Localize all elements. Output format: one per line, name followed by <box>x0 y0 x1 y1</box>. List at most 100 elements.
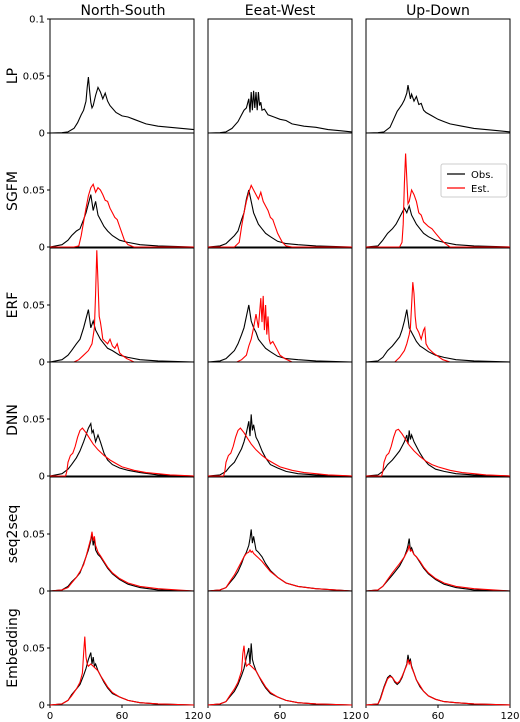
y-tick-label: 0 <box>39 129 45 140</box>
x-tick-label: 0 <box>205 711 211 722</box>
y-tick-label: 0.05 <box>23 186 45 197</box>
row-labels: LP SGFM ERF DNN seq2seq Embedding <box>5 68 21 688</box>
y-tick-label: 0.1 <box>29 15 45 26</box>
panel-seq2seq-eeat-west <box>207 476 353 592</box>
axes-frame <box>49 361 195 477</box>
panel-sgfm-north-south: 00.05 <box>23 132 195 254</box>
panel-erf-eeat-west <box>207 247 353 363</box>
y-tick-label: 0.05 <box>23 301 45 312</box>
y-tick-label: 0 <box>39 701 45 712</box>
legend-box <box>440 163 508 198</box>
series-obs-line <box>365 204 511 248</box>
row-label-seq2seq: seq2seq <box>5 505 21 564</box>
panel-lp-up-down <box>365 18 511 134</box>
axes-frame <box>207 590 353 706</box>
series-obs-line <box>207 90 353 134</box>
legend-est-label: Est. <box>471 184 490 195</box>
series-obs-line <box>207 189 353 248</box>
series-est-line <box>50 427 195 477</box>
series-obs-line <box>365 538 511 592</box>
row-label-erf: ERF <box>5 292 21 319</box>
series-obs-line <box>49 652 195 706</box>
panel-embedding-eeat-west: 0 60 120 <box>205 590 362 722</box>
series-obs-line <box>49 194 195 248</box>
series-est-line <box>365 545 511 592</box>
series-est-line <box>365 659 511 706</box>
axes-frame <box>365 18 511 134</box>
y-tick-label: 0 <box>39 358 45 369</box>
series-est-line <box>366 153 510 248</box>
panel-erf-up-down <box>365 247 511 363</box>
series-est-line <box>208 295 352 363</box>
x-tick-label: 120 <box>184 711 203 722</box>
x-tick-label: 60 <box>274 711 287 722</box>
series-obs-line <box>207 304 353 363</box>
y-tick-label: 0 <box>39 243 45 254</box>
y-tick-label: 0.05 <box>23 415 45 426</box>
series-est-line <box>50 183 194 248</box>
series-obs-line <box>207 414 353 477</box>
axes-frame <box>49 132 195 248</box>
legend: Obs. Est. <box>440 163 508 198</box>
series-est-line <box>208 427 353 477</box>
axes-frame <box>207 132 353 248</box>
panel-sgfm-eeat-west <box>207 132 353 248</box>
series-est-line <box>207 548 353 592</box>
axes-frame <box>365 590 511 706</box>
axes-frame <box>49 247 195 363</box>
column-titles: North-South Eeat-West Up-Down <box>81 3 470 19</box>
series-obs-line <box>49 309 195 363</box>
panel-erf-north-south: 00.05 <box>23 247 195 369</box>
series-obs-line <box>365 430 511 477</box>
row-label-sgfm: SGFM <box>5 171 21 211</box>
y-tick-label: 0 <box>39 472 45 483</box>
panel-dnn-eeat-west <box>207 361 353 477</box>
series-est-line <box>50 250 194 363</box>
axes-frame <box>365 476 511 592</box>
y-tick-label: 0.05 <box>23 72 45 83</box>
column-title-north-south: North-South <box>81 3 166 19</box>
axes-frame <box>207 361 353 477</box>
row-label-dnn: DNN <box>5 404 21 436</box>
series-est-line <box>207 645 353 706</box>
panel-lp-eeat-west <box>207 18 353 134</box>
axes-frame <box>365 132 511 248</box>
row-label-lp: LP <box>5 68 21 84</box>
series-est-line <box>49 636 195 706</box>
panel-seq2seq-up-down <box>365 476 511 592</box>
panel-sgfm-up-down <box>365 132 511 248</box>
x-tick-label: 60 <box>432 711 445 722</box>
panel-embedding-north-south: 0 0.05 0 60 120 <box>23 590 204 722</box>
x-tick-label: 0 <box>47 711 53 722</box>
series-obs-line <box>365 309 511 363</box>
series-obs-line <box>49 421 195 477</box>
axes-frame <box>207 18 353 134</box>
x-tick-label: 0 <box>363 711 369 722</box>
row-label-embedding: Embedding <box>5 608 21 687</box>
legend-obs-label: Obs. <box>471 170 494 181</box>
axes-frame <box>365 247 511 363</box>
x-tick-label: 120 <box>500 711 519 722</box>
axes-frame <box>365 361 511 477</box>
x-tick-label: 60 <box>116 711 129 722</box>
y-tick-label: 0.05 <box>23 644 45 655</box>
panel-lp-north-south: 0 0.05 0.1 <box>23 15 195 140</box>
series-obs-line <box>49 77 195 134</box>
axes-frame <box>49 476 195 592</box>
panel-dnn-up-down <box>365 361 511 477</box>
series-obs-line <box>365 85 511 134</box>
y-tick-label: 0 <box>39 587 45 598</box>
axes-frame <box>207 476 353 592</box>
panel-embedding-up-down: 0 60 120 <box>363 590 520 722</box>
column-title-east-west: Eeat-West <box>245 3 316 19</box>
x-tick-label: 120 <box>342 711 361 722</box>
y-tick-label: 0.05 <box>23 530 45 541</box>
series-est-line <box>366 428 511 477</box>
panel-seq2seq-north-south: 00.05 <box>23 476 195 598</box>
series-est-line <box>208 184 352 248</box>
panel-dnn-north-south: 00.05 <box>23 361 195 483</box>
series-est-line <box>49 531 195 592</box>
axes-frame <box>49 590 195 706</box>
